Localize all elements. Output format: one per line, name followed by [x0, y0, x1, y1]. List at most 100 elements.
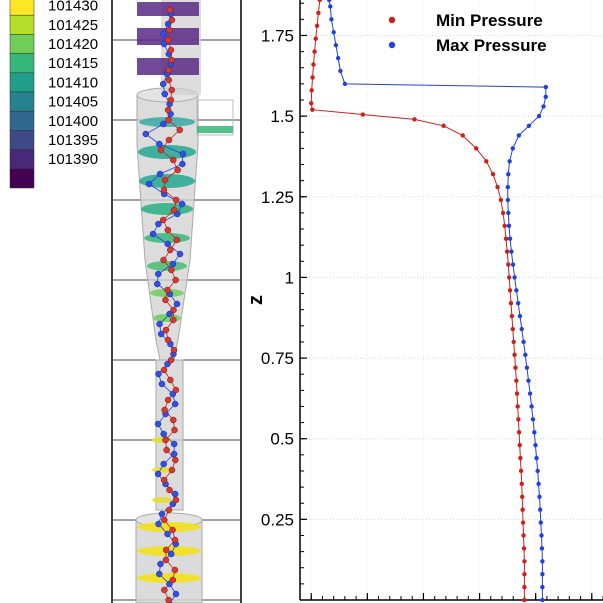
min-pressure-point	[512, 352, 517, 358]
blue-track-point	[156, 320, 163, 328]
min-pressure-point	[309, 88, 314, 93]
inlet-slice	[197, 126, 233, 133]
min-pressure-point	[502, 223, 507, 229]
blue-track-point	[179, 160, 186, 168]
colorbar-label: 101410	[48, 74, 98, 91]
blue-track-point	[167, 550, 175, 558]
red-track-point	[162, 556, 170, 564]
legend-label-max-pressure: Max Pressure	[436, 36, 547, 55]
red-track-point	[170, 206, 178, 214]
colorbar-swatch	[9, 0, 35, 16]
blue-track-point	[145, 180, 153, 188]
max-pressure-point	[517, 313, 523, 319]
max-pressure-point	[515, 301, 521, 306]
max-pressure-point	[509, 249, 514, 254]
red-track-point	[160, 256, 167, 264]
legend-marker-min-pressure	[388, 16, 396, 24]
max-pressure-point	[540, 597, 545, 603]
blue-track-point	[176, 250, 184, 258]
red-track-point	[164, 396, 172, 404]
red-track-point	[164, 36, 172, 44]
red-track-point	[163, 446, 170, 454]
max-pressure-point	[529, 404, 534, 409]
min-pressure-point	[310, 75, 315, 80]
min-pressure-point	[503, 236, 509, 241]
blue-track-point	[157, 330, 165, 338]
red-track-point	[167, 246, 174, 254]
max-pressure-point	[536, 113, 542, 119]
min-pressure-point	[498, 197, 504, 203]
blue-track-point	[160, 40, 168, 48]
max-pressure-point	[510, 262, 516, 267]
red-track-point	[167, 96, 175, 104]
red-track-point	[166, 26, 173, 34]
red-track-point	[170, 306, 177, 314]
blue-track-point	[169, 260, 177, 268]
series-line-max-pressure	[328, 0, 547, 600]
red-track-point	[168, 16, 176, 24]
blue-track-point	[157, 560, 164, 568]
blue-track-point	[159, 80, 167, 88]
min-pressure-point	[509, 313, 515, 319]
max-pressure-point	[535, 468, 540, 474]
pressure-slice	[152, 497, 172, 503]
max-pressure-point	[541, 104, 546, 109]
colorbar-label: 101430	[48, 0, 98, 15]
min-pressure-point	[314, 23, 320, 29]
min-pressure-point	[311, 62, 316, 67]
colorbar-swatch	[9, 91, 35, 112]
colorbar-swatch	[9, 34, 35, 54]
max-pressure-point	[328, 4, 333, 9]
y-tick-label: 1.5	[270, 107, 294, 126]
blue-track-point	[166, 310, 173, 318]
max-pressure-point	[537, 494, 542, 499]
min-pressure-point	[460, 133, 465, 138]
max-pressure-point	[539, 546, 545, 551]
blue-track-point	[160, 120, 167, 128]
red-track-point	[169, 316, 177, 324]
min-pressure-point	[313, 36, 318, 41]
x-ticks	[299, 593, 603, 600]
red-track-point	[165, 596, 172, 603]
blue-track-point	[161, 90, 169, 98]
red-track-point	[166, 486, 173, 494]
colorbar-swatch	[9, 168, 35, 189]
blue-track-point	[155, 220, 162, 228]
max-pressure-point	[540, 571, 545, 577]
min-pressure-point	[504, 249, 510, 254]
red-track-point	[168, 266, 175, 274]
blue-track-point	[155, 270, 162, 278]
max-pressure-point	[533, 442, 538, 448]
colorbar-swatch	[9, 130, 35, 150]
blue-track-point	[172, 590, 180, 598]
min-pressure-point	[513, 365, 518, 370]
max-pressure-point	[519, 326, 524, 332]
pressure-slice	[137, 573, 201, 583]
red-track-point	[162, 546, 170, 554]
blue-track-point	[142, 130, 150, 138]
min-pressure-point	[517, 442, 522, 448]
colorbar-label: 101425	[48, 17, 98, 34]
max-pressure-point	[536, 481, 541, 487]
min-pressure-point	[317, 0, 322, 3]
min-pressure-point	[520, 520, 526, 525]
y-tick-label: 0.75	[261, 349, 294, 368]
red-track-point	[157, 146, 165, 154]
y-tick-label: 1	[285, 268, 294, 287]
max-pressure-point	[543, 84, 548, 90]
blue-track-point	[154, 470, 162, 478]
red-track-point	[171, 426, 178, 434]
max-pressure-point	[534, 455, 539, 461]
min-pressure-point	[521, 546, 527, 551]
pressure-profile-plot: 0.25 0.5 0.75 1 1.25 1.5 1.75 z Min Pressure Ma…	[245, 0, 603, 603]
inlet-box	[196, 99, 234, 136]
colorbar-swatch	[9, 110, 35, 131]
blue-track-point	[160, 460, 167, 468]
y-tick-label: 1.75	[261, 26, 294, 45]
min-pressure-point	[519, 481, 524, 487]
colorbar-swatch	[9, 72, 35, 93]
red-track-point	[172, 276, 179, 284]
red-track-point	[165, 506, 173, 514]
red-track-point	[167, 46, 175, 54]
red-track-point	[165, 66, 172, 74]
